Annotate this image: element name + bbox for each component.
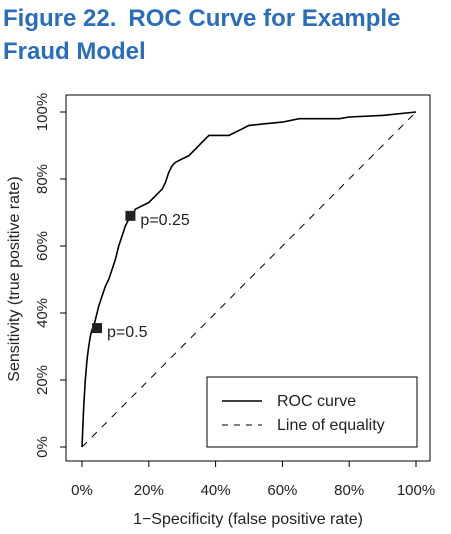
x-tick-label: 20%: [134, 482, 164, 499]
x-tick-label: 40%: [201, 482, 231, 499]
threshold-marker: [92, 323, 103, 334]
legend: ROC curve Line of equality: [206, 376, 418, 448]
legend-box: [206, 376, 418, 448]
roc-curve-line: [81, 111, 417, 448]
x-tick-label: 0%: [71, 482, 93, 499]
x-tick-label: 60%: [267, 482, 297, 499]
x-tick-label: 100%: [397, 482, 435, 499]
x-axis-label: 1−Specificity (false positive rate): [133, 511, 363, 528]
y-tick-label: 100%: [34, 93, 51, 131]
figure-title-text: ROC Curve for Example Fraud Model: [3, 5, 401, 65]
axes: 0% 20% 40% 60% 80% 100% 0% 20% 40% 60% 80% 100%: [34, 93, 435, 499]
y-tick-label: 60%: [34, 231, 51, 261]
legend-label: Line of equality: [277, 417, 385, 434]
legend-label: ROC curve: [277, 393, 356, 410]
y-tick-label: 0%: [34, 436, 51, 458]
threshold-label: p=0.25: [140, 212, 189, 229]
figure-number: Figure 22.: [3, 5, 117, 32]
y-tick-label: 40%: [34, 298, 51, 328]
figure-title: Figure 22. ROC Curve for Example Fraud Mo…: [3, 2, 448, 68]
y-tick-label: 80%: [34, 164, 51, 194]
x-tick-label: 80%: [334, 482, 364, 499]
series-layer: [81, 111, 417, 448]
equality-line: [81, 111, 417, 448]
y-tick-label: 20%: [34, 365, 51, 395]
annotation-layer: p=0.25 p=0.5: [92, 210, 190, 341]
y-axis-label: Sensitivity (true positive rate): [6, 176, 23, 381]
threshold-marker: [125, 210, 136, 221]
threshold-label: p=0.5: [107, 324, 148, 341]
